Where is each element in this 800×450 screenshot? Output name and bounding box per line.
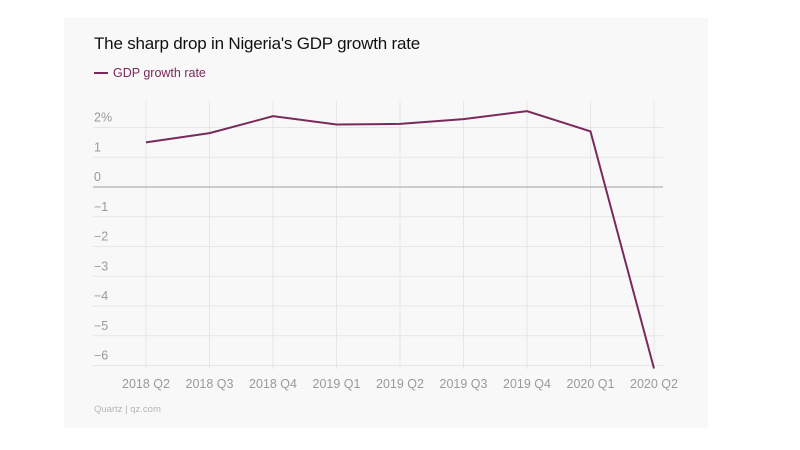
data-point (336, 124, 338, 126)
y-tick-label: 1 (94, 140, 101, 154)
data-point (526, 110, 528, 112)
x-tick-label: 2019 Q1 (313, 377, 361, 391)
data-point (209, 132, 211, 134)
y-tick-label: 2% (94, 111, 112, 125)
legend: GDP growth rate (94, 66, 206, 80)
series-line (145, 110, 655, 369)
data-point (145, 141, 147, 143)
data-point (653, 367, 655, 369)
data-point (272, 115, 274, 117)
legend-label-gdp-growth-rate: GDP growth rate (113, 66, 206, 80)
x-tick-label: 2018 Q2 (122, 377, 170, 391)
x-tick-label: 2020 Q2 (630, 377, 678, 391)
y-tick-label: −3 (94, 259, 108, 273)
x-axis-tick-labels: 2018 Q2 2018 Q3 2018 Q4 2019 Q1 2019 Q2 2019 … (122, 377, 678, 391)
y-tick-label: 0 (94, 170, 101, 184)
x-tick-label: 2019 Q2 (376, 377, 424, 391)
data-point (590, 130, 592, 132)
x-tick-label: 2019 Q4 (503, 377, 551, 391)
legend-swatch-gdp-growth-rate (94, 72, 108, 74)
x-tick-label: 2018 Q4 (249, 377, 297, 391)
chart-title: The sharp drop in Nigeria's GDP growth r… (94, 34, 420, 53)
x-tick-label: 2019 Q3 (440, 377, 488, 391)
y-axis-tick-labels: 2% 1 0 −1 −2 −3 −4 −5 −6 (94, 111, 112, 363)
x-tick-label: 2020 Q1 (567, 377, 615, 391)
series-gdp-growth-rate (145, 110, 655, 369)
y-tick-label: −5 (94, 319, 108, 333)
vertical-gridlines (145, 101, 655, 369)
data-point (463, 118, 465, 120)
chart-panel (64, 18, 708, 428)
y-tick-label: −1 (94, 200, 108, 214)
y-tick-label: −4 (94, 289, 108, 303)
source-credit: Quartz | qz.com (94, 404, 161, 415)
horizontal-gridlines (93, 127, 663, 366)
y-tick-label: −2 (94, 230, 108, 244)
y-tick-label: −6 (94, 349, 108, 363)
x-tick-label: 2018 Q3 (186, 377, 234, 391)
data-point (399, 123, 401, 125)
